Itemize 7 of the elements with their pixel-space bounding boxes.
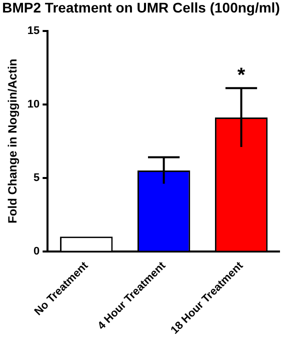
annotation: * (237, 64, 246, 87)
y-tick-label: 15 (27, 24, 40, 37)
chart-title: BMP2 Treatment on UMR Cells (100ng/ml) (2, 0, 280, 16)
y-axis-title: Fold Change in Noggin/Actin (6, 58, 20, 224)
y-tick-label: 0 (34, 245, 40, 258)
y-tick-label: 5 (34, 172, 40, 184)
y-tick-label: 10 (27, 98, 40, 110)
